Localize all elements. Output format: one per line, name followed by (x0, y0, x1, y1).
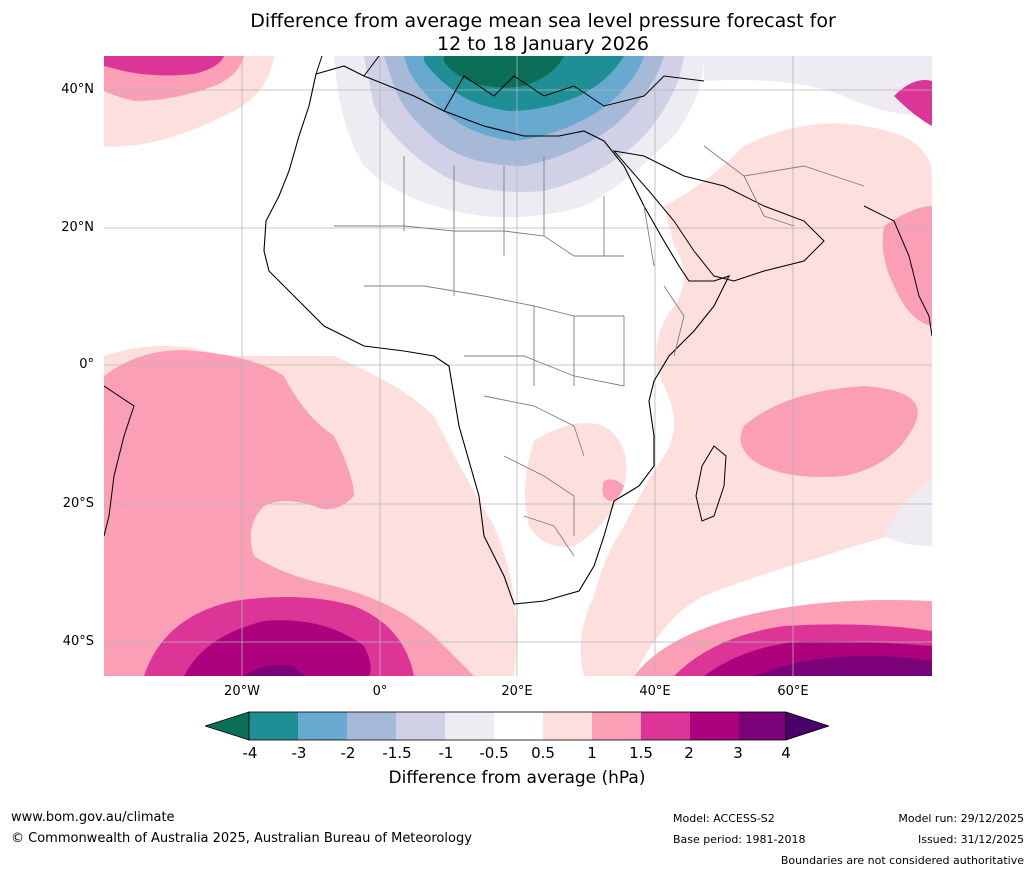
colorbar-tick: 3 (733, 744, 743, 762)
south-america-coastline (104, 385, 135, 537)
anomaly-region-med-4 (444, 56, 564, 88)
colorbar-tick: -2 (340, 744, 356, 762)
lon-label-0: 0° (372, 684, 388, 699)
colorbar-tick: 1.5 (629, 744, 653, 762)
anomaly-region-mozambique (602, 479, 624, 501)
arabia-coastline (612, 150, 825, 282)
colorbar-bin (739, 712, 786, 740)
anomaly-region-se-negative (884, 481, 932, 546)
colorbar-tick: -1.5 (382, 744, 412, 762)
anomaly-region-indian-ocean (580, 123, 932, 676)
footer-model-run: Model run: 29/12/2025 (898, 812, 1024, 825)
colorbar-tick: -4 (242, 744, 258, 762)
footer-issued: Issued: 31/12/2025 (917, 833, 1024, 846)
title-line-1: Difference from average mean sea level p… (250, 10, 836, 32)
lat-label-20n: 20°N (61, 220, 94, 235)
graticule (104, 56, 932, 676)
colorbar-tick: 2 (684, 744, 694, 762)
lon-label-20w: 20°W (224, 684, 260, 699)
europe-coastline (315, 56, 705, 112)
colorbar-bin (249, 712, 298, 740)
colorbar-bin (298, 712, 347, 740)
footer-disclaimer: Boundaries are not considered authoritat… (780, 854, 1024, 867)
pressure-anomaly-map (104, 56, 932, 676)
india-coastline (863, 205, 932, 337)
lon-label-40e: 40°E (639, 684, 671, 699)
colorbar-bin (347, 712, 396, 740)
colorbar-tick: -1 (438, 744, 454, 762)
footer-site-link[interactable]: www.bom.gov.au/climate (11, 810, 175, 825)
colorbar-bin (445, 712, 494, 740)
colorbar (205, 711, 829, 741)
anomaly-region-indian-ocean-blob (740, 386, 918, 477)
anomaly-region-india (882, 206, 932, 326)
lat-label-20s: 20°S (62, 496, 94, 511)
colorbar-tick: -3 (291, 744, 307, 762)
madagascar-coastline (695, 445, 727, 522)
colorbar-bin (494, 712, 543, 740)
lon-label-60e: 60°E (777, 684, 809, 699)
colorbar-bin (641, 712, 690, 740)
anomaly-region-south-atlantic-strong (104, 350, 474, 676)
anomaly-region-north-atlantic-core (104, 56, 224, 76)
lat-label-40n: 40°N (61, 82, 94, 97)
colorbar-outline (248, 711, 787, 741)
lon-label-20e: 20°E (501, 684, 533, 699)
colorbar-tick: 4 (781, 744, 791, 762)
footer-model: Model: ACCESS-S2 (673, 812, 775, 825)
anomaly-region-ne-weak (704, 56, 932, 116)
colorbar-under-arrow (205, 711, 250, 741)
map-title: Difference from average mean sea level p… (0, 10, 1035, 56)
footer-base-period: Base period: 1981-2018 (673, 833, 806, 846)
anomaly-region-southern-africa (525, 423, 627, 547)
anomaly-region-sw-peak (244, 664, 304, 676)
country-borders (334, 145, 865, 557)
anomaly-region-caspian (894, 80, 932, 126)
anomaly-region-se-peak (754, 656, 932, 676)
lat-label-40s: 40°S (62, 634, 94, 649)
colorbar-bin (396, 712, 445, 740)
lat-label-equator: 0° (79, 357, 94, 372)
title-line-2: 12 to 18 January 2026 (437, 33, 649, 55)
colorbar-tick: -0.5 (479, 744, 509, 762)
colorbar-over-arrow (785, 711, 829, 741)
colorbar-tick: 0.5 (531, 744, 555, 762)
colorbar-bin (592, 712, 641, 740)
africa-coastline (263, 65, 731, 605)
footer-copyright: © Commonwealth of Australia 2025, Austra… (11, 831, 472, 846)
colorbar-tick: 1 (587, 744, 597, 762)
colorbar-bin (543, 712, 592, 740)
anomaly-region-sw-core (184, 620, 371, 676)
colorbar-bin (690, 712, 739, 740)
colorbar-label: Difference from average (hPa) (388, 768, 646, 788)
